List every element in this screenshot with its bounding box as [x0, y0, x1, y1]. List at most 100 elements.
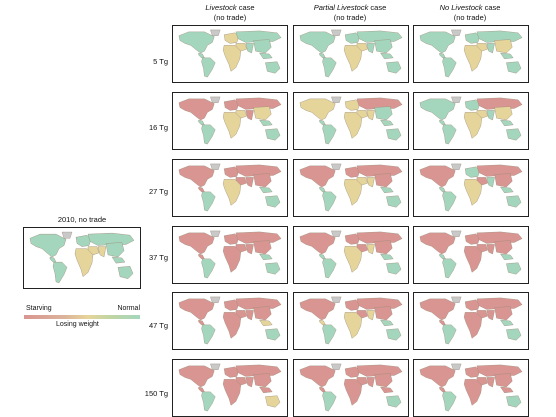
world-map-graphic — [178, 163, 282, 212]
region-europe — [223, 366, 240, 378]
region-central-am — [198, 52, 205, 59]
region-africa — [222, 179, 242, 206]
region-africa — [222, 312, 242, 339]
region-central-am — [198, 319, 205, 326]
world-map-partial-livestock-5tg — [293, 25, 409, 83]
region-europe — [464, 233, 481, 245]
world-map-graphic — [299, 96, 403, 145]
region-east-asia — [374, 106, 393, 121]
region-central-am — [319, 186, 326, 193]
region-east-asia — [105, 242, 125, 258]
region-australia — [506, 262, 522, 275]
region-europe — [75, 234, 92, 247]
region-greenland — [210, 296, 221, 303]
world-map-graphic — [178, 363, 282, 412]
column-header-partial-livestock: Partial Livestock case (no trade) — [288, 3, 412, 23]
region-north-america — [299, 298, 336, 321]
region-south-asia — [486, 244, 495, 255]
region-russia — [356, 364, 403, 377]
region-north-america — [299, 165, 336, 188]
world-map-graphic — [178, 230, 282, 279]
row-label-16tg: 16 Tg — [148, 123, 168, 132]
region-russia — [235, 231, 282, 244]
world-map-graphic — [419, 163, 523, 212]
row-label-47tg: 47 Tg — [148, 321, 168, 330]
region-africa — [343, 112, 363, 139]
region-central-am — [439, 52, 446, 59]
region-central-am — [319, 319, 326, 326]
region-north-america — [178, 31, 215, 54]
region-central-am — [319, 119, 326, 126]
region-greenland — [331, 230, 342, 237]
region-russia — [476, 364, 523, 377]
region-australia — [506, 328, 522, 341]
region-north-america — [419, 165, 456, 188]
region-russia — [356, 30, 403, 43]
region-central-am — [198, 186, 205, 193]
region-south-asia — [486, 43, 495, 54]
region-south-america — [201, 124, 216, 145]
region-africa — [222, 45, 242, 72]
region-central-am — [319, 52, 326, 59]
region-se-asia — [380, 52, 394, 60]
region-europe — [464, 32, 481, 44]
region-south-asia — [245, 377, 254, 388]
region-europe — [223, 32, 240, 44]
region-south-asia — [366, 177, 375, 188]
region-greenland — [61, 231, 73, 239]
column-title: Partial Livestock — [313, 3, 369, 12]
column-title-suffix: case — [368, 3, 387, 12]
region-east-asia — [374, 306, 393, 321]
region-greenland — [451, 363, 462, 370]
region-south-asia — [245, 177, 254, 188]
region-se-asia — [380, 253, 394, 261]
region-se-asia — [259, 52, 273, 60]
region-east-asia — [253, 240, 272, 255]
region-south-america — [322, 191, 337, 212]
region-russia — [476, 297, 523, 310]
region-east-asia — [253, 173, 272, 188]
region-europe — [344, 166, 361, 178]
region-australia — [265, 395, 281, 408]
column-title-suffix: case — [482, 3, 501, 12]
region-russia — [235, 364, 282, 377]
world-map-livestock-16tg — [172, 92, 288, 150]
region-south-america — [201, 258, 216, 279]
region-central-am — [49, 256, 57, 263]
world-map-graphic — [419, 230, 523, 279]
world-map-livestock-150tg — [172, 359, 288, 417]
region-north-america — [178, 165, 215, 188]
region-africa — [343, 246, 363, 273]
region-africa — [463, 246, 483, 273]
world-map-graphic — [178, 29, 282, 78]
region-east-asia — [253, 306, 272, 321]
region-australia — [117, 266, 134, 279]
region-australia — [386, 395, 402, 408]
region-europe — [223, 99, 240, 111]
world-map-graphic — [419, 296, 523, 345]
world-map-graphic — [178, 96, 282, 145]
region-south-asia — [486, 177, 495, 188]
region-russia — [356, 297, 403, 310]
region-australia — [386, 61, 402, 74]
region-east-asia — [494, 106, 513, 121]
region-europe — [344, 366, 361, 378]
region-europe — [223, 299, 240, 311]
region-central-am — [439, 319, 446, 326]
world-map-partial-livestock-16tg — [293, 92, 409, 150]
region-greenland — [210, 163, 221, 170]
region-se-asia — [380, 386, 394, 394]
region-russia — [476, 231, 523, 244]
region-south-america — [442, 391, 457, 412]
world-map-graphic — [178, 296, 282, 345]
region-south-america — [201, 57, 216, 78]
region-central-am — [319, 253, 326, 260]
region-russia — [87, 232, 135, 246]
row-label-27tg: 27 Tg — [148, 187, 168, 196]
region-africa — [222, 112, 242, 139]
world-map-graphic — [299, 163, 403, 212]
region-russia — [356, 164, 403, 177]
region-se-asia — [500, 52, 514, 60]
column-subtitle: (no trade) — [333, 13, 367, 22]
region-south-asia — [366, 43, 375, 54]
